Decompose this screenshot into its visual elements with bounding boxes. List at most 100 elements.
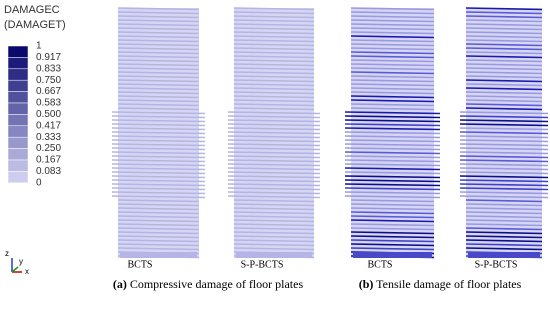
floor-plate: [465, 211, 543, 215]
floor-plate: [117, 243, 200, 247]
colorbar-swatch: [7, 159, 29, 172]
floor-plate: [227, 135, 321, 139]
floor-plate: [459, 147, 549, 151]
floor-plate: [227, 195, 321, 199]
floor-plate: [233, 15, 315, 19]
colorbar-label: 0.417: [36, 120, 61, 131]
floor-plate: [350, 83, 435, 87]
legend-title: (DAMAGET): [4, 19, 66, 31]
floor-plate: [459, 171, 549, 175]
floor-plate: [227, 131, 321, 135]
floor-plate: [111, 195, 206, 199]
floor-plate: [459, 139, 549, 143]
floor-plate: [117, 63, 200, 67]
floor-plate: [465, 223, 543, 227]
floor-plate: [350, 211, 435, 215]
floor-plate: [350, 99, 435, 103]
colorbar-label: 0.167: [36, 155, 61, 166]
floor-plate: [233, 43, 315, 47]
tower-base: [353, 252, 432, 258]
floor-plate: [117, 43, 200, 47]
floor-plate: [233, 47, 315, 51]
floor-plate: [117, 91, 200, 95]
floor-plate: [344, 123, 441, 127]
floor-plate: [117, 19, 200, 23]
floor-plate: [117, 235, 200, 239]
colorbar-label: 0.333: [36, 132, 61, 143]
floor-plate: [465, 99, 543, 103]
colorbar-swatch: [7, 102, 29, 115]
floor-plate: [350, 239, 435, 243]
floor-plate: [465, 19, 543, 23]
floor-plate: [227, 123, 321, 127]
floor-plate: [111, 167, 206, 171]
floor-plate: [117, 239, 200, 243]
floor-plate: [233, 31, 315, 35]
floor-plate: [233, 67, 315, 71]
floor-plate: [459, 127, 549, 131]
floor-plate: [111, 123, 206, 127]
floor-plate: [459, 115, 549, 119]
floor-plate: [117, 95, 200, 99]
floor-plate: [233, 23, 315, 27]
tower-base: [468, 252, 540, 258]
floor-plate: [465, 7, 543, 11]
floor-plate: [233, 27, 315, 31]
floor-plate: [117, 23, 200, 27]
floor-plate: [227, 155, 321, 159]
model-label: S-P-BCTS: [475, 259, 518, 270]
colorbar-swatch: [7, 68, 29, 81]
floor-plate: [344, 155, 441, 159]
floor-plate: [350, 67, 435, 71]
floor-plate: [459, 131, 549, 135]
floor-plate: [233, 235, 315, 239]
floor-plate: [350, 107, 435, 111]
floor-plate: [111, 115, 206, 119]
floor-plate: [111, 131, 206, 135]
floor-plate: [111, 155, 206, 159]
floor-plate: [465, 219, 543, 223]
floor-plate: [233, 247, 315, 251]
floor-plate: [350, 47, 435, 51]
floor-plate: [350, 203, 435, 207]
colorbar-swatch: [7, 125, 29, 138]
floor-plate: [227, 159, 321, 163]
floor-plate: [233, 219, 315, 223]
floor-plate: [227, 167, 321, 171]
floor-plate: [465, 11, 543, 15]
floor-plate: [233, 75, 315, 79]
floor-plate: [233, 239, 315, 243]
floor-plate: [350, 63, 435, 67]
colorbar-swatch: [7, 171, 29, 184]
colorbar-swatch: [7, 45, 29, 58]
floor-plate: [111, 143, 206, 147]
caption-text: Tensile damage of floor plates: [376, 277, 521, 291]
floor-plate: [465, 31, 543, 35]
floor-plate: [350, 43, 435, 47]
floor-plate: [344, 135, 441, 139]
legend-title: DAMAGEC: [4, 4, 60, 16]
floor-plate: [465, 235, 543, 239]
floor-plate: [227, 147, 321, 151]
floor-plate: [465, 95, 543, 99]
caption-text: Compressive damage of floor plates: [130, 277, 304, 291]
floor-plate: [117, 47, 200, 51]
floor-plate: [350, 91, 435, 95]
floor-plate: [117, 199, 200, 203]
floor-plate: [459, 179, 549, 183]
floor-plate: [350, 79, 435, 83]
floor-plate: [233, 99, 315, 103]
floor-plate: [465, 199, 543, 203]
floor-plate: [233, 203, 315, 207]
floor-plate: [350, 235, 435, 239]
floor-plate: [117, 211, 200, 215]
floor-plate: [227, 143, 321, 147]
floor-plate: [233, 107, 315, 111]
floor-plate: [117, 247, 200, 251]
floor-plate: [465, 71, 543, 75]
floor-plate: [233, 95, 315, 99]
floor-plate: [233, 55, 315, 59]
floor-plate: [465, 227, 543, 231]
floor-plate: [233, 215, 315, 219]
floor-plate: [465, 23, 543, 27]
